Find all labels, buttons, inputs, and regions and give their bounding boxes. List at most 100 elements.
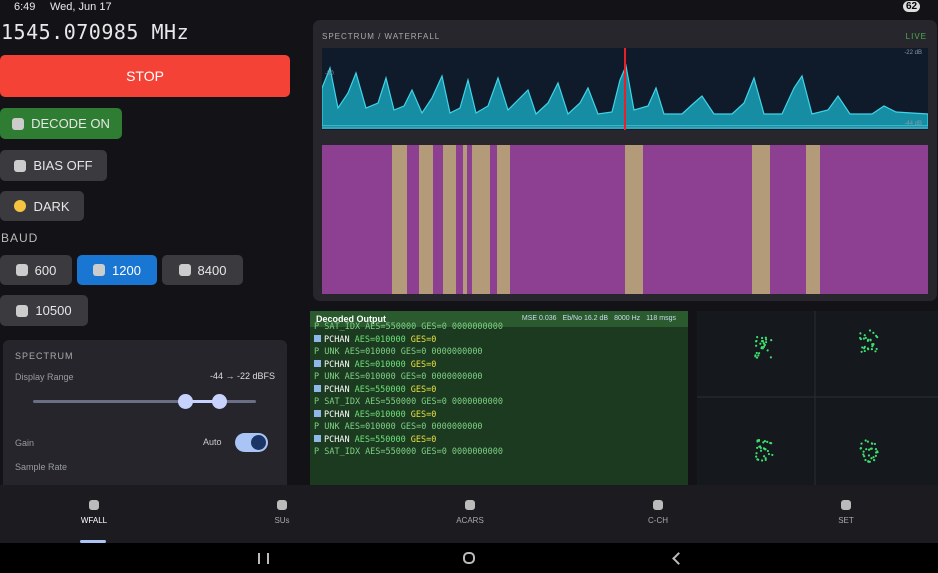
output-header: Decoded Output MSE 0.036 Eb/No 16.2 dB 800… (310, 311, 688, 327)
label: STOP (126, 68, 164, 84)
point (755, 452, 758, 455)
range-thumb[interactable] (178, 394, 193, 409)
point (759, 446, 762, 450)
point (859, 332, 862, 335)
stat: Eb/No 16.2 dB (562, 315, 609, 322)
stat: MSE 0.036 (521, 315, 557, 322)
back-button[interactable] (672, 552, 685, 565)
constellation-points (754, 329, 879, 463)
baud-button-selected[interactable]: 1200 (77, 255, 157, 285)
theme-button[interactable]: DARK (0, 191, 84, 221)
stop-button[interactable]: STOP (0, 55, 290, 97)
status-bar: 6:49 Wed, Jun 17 62 (0, 0, 938, 15)
message-type: PCHAN (324, 409, 350, 420)
point (762, 447, 766, 450)
point (757, 354, 760, 357)
point (756, 446, 759, 449)
range-active[interactable] (185, 400, 219, 403)
sample-rate-label: Sample Rate (15, 462, 68, 472)
point (763, 343, 766, 346)
message: P SAT_IDX AES=550000 GES=0 0000000000 (314, 446, 503, 459)
frequency: 1545.070985 MHz (1, 20, 190, 44)
message-type: PCHAN (324, 384, 350, 395)
point (863, 347, 866, 350)
point (862, 453, 865, 456)
point (860, 442, 863, 445)
range-thumb[interactable] (212, 394, 227, 409)
point (861, 346, 864, 349)
point (755, 351, 758, 355)
constellation (697, 311, 938, 485)
point (875, 334, 878, 337)
system-nav (0, 543, 938, 573)
message-type: P UNK (314, 347, 340, 357)
spectrum-settings-card: SPECTRUM Display Range -44 → -22 dBFS Ga… (3, 340, 287, 485)
aes: AES=010000 (354, 359, 406, 370)
message-type: PCHAN (324, 334, 350, 345)
icon (314, 434, 321, 442)
icon (14, 159, 27, 172)
nav-icon (653, 500, 663, 510)
point (761, 336, 764, 340)
point (756, 336, 759, 339)
payload: 0000000000 (451, 397, 504, 407)
point (766, 449, 770, 453)
ges: GES=0 (400, 372, 427, 382)
nav-item[interactable]: SUs (188, 485, 376, 543)
decoded-output: Decoded Output MSE 0.036 Eb/No 16.2 dB 800… (310, 311, 688, 485)
point (862, 337, 865, 340)
point (764, 448, 767, 451)
point (755, 339, 758, 343)
icon (314, 409, 321, 417)
label: DECODE ON (31, 116, 110, 131)
nav-label: WFALL (80, 516, 108, 525)
point (769, 441, 772, 445)
point (760, 347, 763, 350)
point (867, 454, 871, 457)
point (863, 334, 866, 337)
nav-item[interactable]: C-CH (564, 485, 752, 543)
scale-label: -22 dB (904, 50, 922, 56)
bottom-nav: WFALL SUs ACARS C-CH SET (0, 485, 938, 543)
aes: AES=550000 (354, 434, 406, 445)
recents-button[interactable] (258, 553, 269, 564)
ges: GES=0 (410, 384, 437, 395)
aes: AES=010000 (354, 409, 406, 420)
point (762, 342, 765, 345)
baud-button[interactable]: 600 (0, 255, 72, 285)
icon (16, 304, 29, 317)
nav-item[interactable]: SET (752, 485, 938, 543)
point (760, 459, 764, 462)
point (771, 453, 774, 457)
panel-title: SPECTRUM / WATERFALL (322, 32, 441, 41)
gain-toggle[interactable] (235, 433, 268, 452)
time: 6:49 (14, 1, 36, 13)
point (869, 447, 872, 450)
message-list: P SAT_IDX AES=550000 GES=0 0000000000 PCHAN A… (314, 321, 503, 459)
point (758, 445, 761, 448)
decode-button[interactable]: DECODE ON (0, 108, 122, 139)
point (754, 355, 757, 358)
home-button[interactable] (463, 552, 475, 564)
toggle-knob (251, 435, 266, 450)
point (862, 450, 865, 453)
point (764, 338, 768, 341)
point (767, 452, 771, 456)
label: DARK (33, 198, 70, 214)
point (873, 459, 876, 462)
point (867, 448, 871, 451)
message: PCHAN AES=550000 GES=0 (314, 434, 503, 447)
nav-item[interactable]: ACARS (376, 485, 564, 543)
range-track (33, 400, 256, 403)
baud-button[interactable]: 8400 (162, 255, 243, 285)
ges: GES=0 (400, 347, 427, 357)
baud-button[interactable]: 10500 (0, 295, 88, 326)
point (757, 458, 760, 461)
ges: GES=0 (421, 397, 447, 407)
nav-item[interactable]: WFALL (0, 485, 188, 543)
point (865, 448, 868, 451)
message-type: P UNK (314, 422, 340, 432)
bias-button[interactable]: BIAS OFF (0, 150, 107, 181)
aes: AES=010000 (344, 422, 396, 432)
message: P UNK AES=010000 GES=0 0000000000 (314, 346, 503, 359)
